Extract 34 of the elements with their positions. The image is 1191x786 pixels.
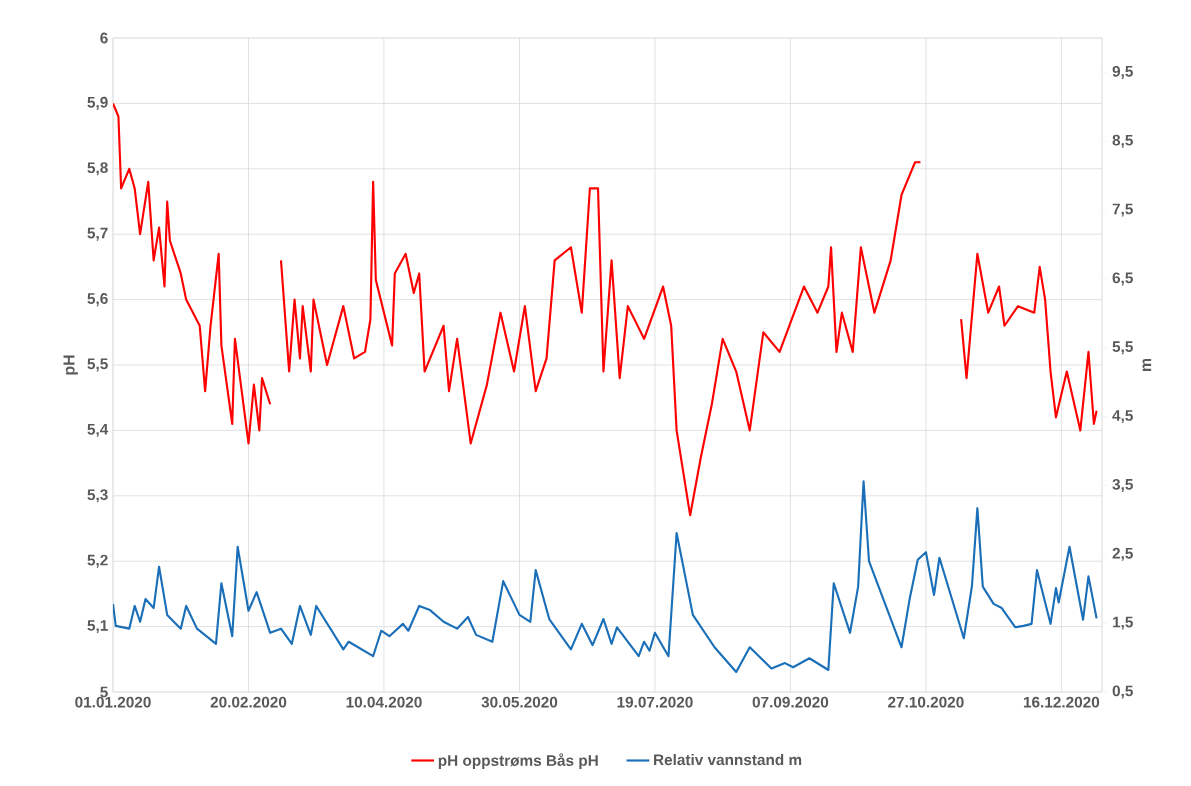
y-tick-label: 5,1: [87, 620, 108, 634]
y2-tick-label: 1,5: [1113, 616, 1133, 630]
y-tick-label: 5,6: [87, 293, 108, 307]
y-axis-title: pH: [63, 355, 78, 375]
y2-tick-label: 6,5: [1112, 272, 1133, 286]
x-tick-label: 01.01.2020: [75, 696, 151, 708]
y-tick-label: 5,7: [87, 227, 108, 241]
x-tick-label: 07.09.2020: [752, 696, 829, 708]
y2-axis-title: m: [1142, 358, 1152, 372]
legend-label: pH oppstrøms Bås pH: [438, 753, 598, 769]
y-tick-label: 5,9: [87, 96, 108, 110]
y-tick-label: 5,3: [87, 489, 108, 503]
y2-tick-label: 5,5: [1112, 341, 1133, 355]
y-tick-label: 5,8: [87, 162, 108, 176]
y2-tick-label: 2,5: [1112, 547, 1133, 561]
line-series: [113, 480, 1098, 674]
legend-label: Relativ vannstand m: [654, 753, 802, 766]
x-tick-label: 20.02.2020: [210, 696, 287, 708]
y2-tick-label: 9,5: [1112, 65, 1133, 79]
y2-tick-label: 3,5: [1112, 478, 1133, 492]
y2-tick-label: 0,5: [1112, 685, 1133, 699]
y-tick-label: 5,4: [87, 423, 109, 437]
y2-tick-label: 4,5: [1112, 410, 1133, 424]
y-tick-label: 5,2: [87, 554, 108, 568]
y-tick-label: 6: [100, 32, 108, 44]
y-tick-label: 5: [100, 686, 108, 698]
x-tick-label: 19.07.2020: [617, 696, 693, 708]
x-tick-label: 16.12.2020: [1023, 696, 1100, 708]
y-tick-label: 5,5: [87, 358, 108, 372]
x-tick-label: 10.04.2020: [346, 696, 422, 708]
x-tick-label: 30.05.2020: [481, 696, 558, 708]
x-tick-label: 27.10.2020: [888, 696, 964, 708]
y2-tick-label: 7,5: [1112, 203, 1133, 217]
y2-tick-label: 8,5: [1112, 134, 1133, 148]
